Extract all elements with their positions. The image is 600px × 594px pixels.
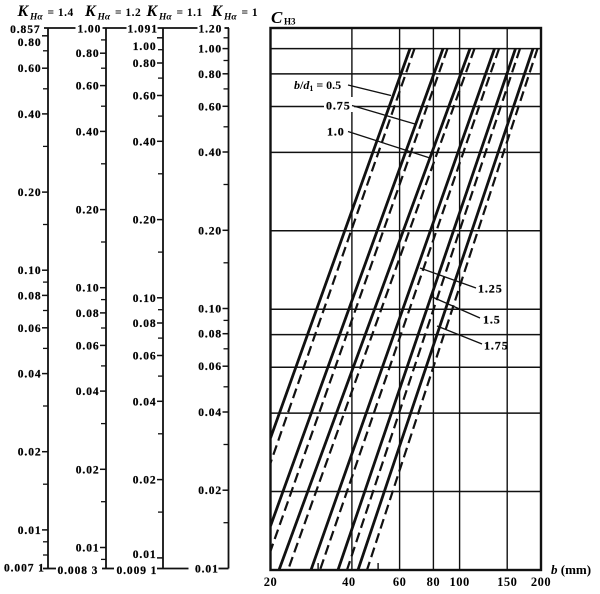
svg-text:K: K [17, 3, 30, 20]
svg-text:1.0: 1.0 [327, 125, 345, 139]
svg-text:0.08: 0.08 [18, 290, 42, 302]
svg-text:0.20: 0.20 [198, 225, 222, 237]
svg-text:40: 40 [342, 575, 356, 589]
svg-text:K: K [211, 3, 224, 20]
svg-text:b/d1= 0.5: b/d1 = 0.5 [294, 78, 341, 93]
svg-text:b (mm): b (mm) [551, 562, 591, 577]
svg-text:0.10: 0.10 [18, 265, 42, 277]
svg-text:0.02: 0.02 [198, 485, 222, 497]
svg-text:0.10: 0.10 [198, 304, 222, 316]
svg-text:0.20: 0.20 [133, 215, 157, 227]
svg-text:0.75: 0.75 [326, 99, 351, 113]
svg-text:150: 150 [497, 575, 517, 589]
svg-text:0.01: 0.01 [195, 564, 219, 576]
svg-text:0.06: 0.06 [76, 340, 100, 352]
svg-text:= 1.4: = 1.4 [48, 7, 74, 19]
svg-text:1.75: 1.75 [484, 339, 509, 353]
svg-text:80: 80 [427, 575, 441, 589]
svg-text:0.10: 0.10 [76, 283, 100, 295]
svg-text:0.04: 0.04 [133, 396, 157, 408]
svg-text:0.06: 0.06 [133, 351, 157, 363]
svg-text:1.5: 1.5 [483, 313, 501, 327]
svg-text:20: 20 [264, 575, 278, 589]
svg-text:1.25: 1.25 [478, 282, 503, 296]
svg-text:200: 200 [531, 575, 551, 589]
svg-text:= 1.2: = 1.2 [115, 7, 141, 19]
svg-text:1.20: 1.20 [199, 24, 223, 36]
svg-text:0.40: 0.40 [198, 147, 222, 159]
svg-text:0.009 1: 0.009 1 [117, 565, 158, 577]
svg-text:0.08: 0.08 [133, 318, 157, 330]
svg-text:0.80: 0.80 [76, 48, 100, 60]
svg-text:0.04: 0.04 [76, 386, 100, 398]
svg-text:0.01: 0.01 [133, 549, 157, 561]
svg-text:0.04: 0.04 [198, 407, 222, 419]
svg-text:0.80: 0.80 [18, 37, 42, 49]
svg-text:0.10: 0.10 [133, 293, 157, 305]
svg-text:0.857: 0.857 [10, 24, 40, 36]
svg-text:100: 100 [449, 575, 469, 589]
svg-text:1.00: 1.00 [133, 41, 157, 53]
svg-text:Hα: Hα [158, 13, 172, 23]
svg-text:0.08: 0.08 [76, 308, 100, 320]
svg-text:0.60: 0.60 [133, 91, 157, 103]
svg-text:= 1.1: = 1.1 [177, 7, 203, 19]
svg-text:0.40: 0.40 [133, 136, 157, 148]
svg-text:0.02: 0.02 [133, 475, 157, 487]
svg-text:0.008 3: 0.008 3 [58, 565, 99, 577]
svg-text:0.20: 0.20 [18, 187, 42, 199]
svg-text:0.06: 0.06 [18, 323, 42, 335]
svg-text:0.60: 0.60 [198, 101, 222, 113]
svg-text:0.01: 0.01 [76, 543, 100, 555]
svg-text:Hα: Hα [97, 13, 111, 23]
svg-text:1.00: 1.00 [198, 44, 222, 56]
svg-text:0.02: 0.02 [76, 464, 100, 476]
svg-text:0.60: 0.60 [76, 81, 100, 93]
svg-text:0.04: 0.04 [18, 369, 42, 381]
svg-text:0.40: 0.40 [76, 126, 100, 138]
svg-text:0.007 1: 0.007 1 [4, 563, 45, 575]
svg-text:0.40: 0.40 [18, 109, 42, 121]
svg-text:0.60: 0.60 [18, 63, 42, 75]
svg-text:Hα: Hα [223, 13, 237, 23]
svg-text:Hα: Hα [29, 13, 43, 23]
svg-text:0.80: 0.80 [133, 58, 157, 70]
svg-text:H3: H3 [284, 17, 296, 27]
svg-text:0.80: 0.80 [198, 69, 222, 81]
svg-text:1.00: 1.00 [78, 24, 102, 36]
svg-text:0.08: 0.08 [198, 329, 222, 341]
svg-text:0.02: 0.02 [18, 447, 42, 459]
svg-text:= 1: = 1 [242, 7, 259, 19]
svg-text:0.01: 0.01 [18, 525, 42, 537]
svg-text:60: 60 [393, 575, 407, 589]
svg-text:1.091: 1.091 [128, 24, 158, 36]
svg-text:K: K [146, 3, 159, 20]
svg-text:K: K [84, 3, 97, 20]
svg-text:0.20: 0.20 [76, 205, 100, 217]
svg-text:0.06: 0.06 [198, 361, 222, 373]
svg-text:C: C [271, 8, 283, 27]
